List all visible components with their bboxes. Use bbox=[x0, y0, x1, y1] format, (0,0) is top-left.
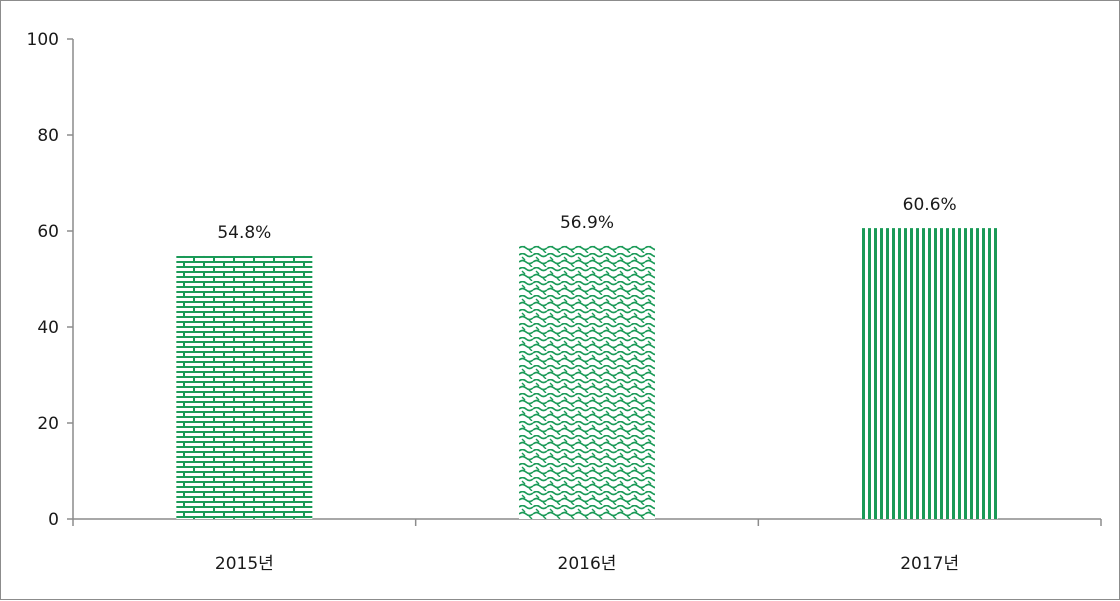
y-tick-label: 0 bbox=[48, 510, 59, 530]
bar-2 bbox=[519, 245, 655, 519]
y-tick-label: 60 bbox=[37, 222, 59, 242]
data-label: 54.8% bbox=[217, 223, 271, 243]
data-label: 60.6% bbox=[903, 195, 957, 215]
y-tick-label: 80 bbox=[37, 126, 59, 146]
x-tick-label: 2015년 bbox=[215, 554, 274, 574]
data-label: 56.9% bbox=[560, 213, 614, 233]
labels: 54.8% 2015년 56.9% 2016년 60.6% 2017년 bbox=[215, 195, 959, 574]
bar-1 bbox=[176, 255, 313, 519]
bars bbox=[176, 228, 998, 519]
bar-3 bbox=[861, 228, 998, 519]
y-tick-label: 40 bbox=[37, 318, 59, 338]
y-tick-label: 100 bbox=[27, 30, 59, 50]
x-tick-label: 2016년 bbox=[558, 554, 617, 574]
y-tick-label: 20 bbox=[37, 414, 59, 434]
x-tick-label: 2017년 bbox=[900, 554, 959, 574]
